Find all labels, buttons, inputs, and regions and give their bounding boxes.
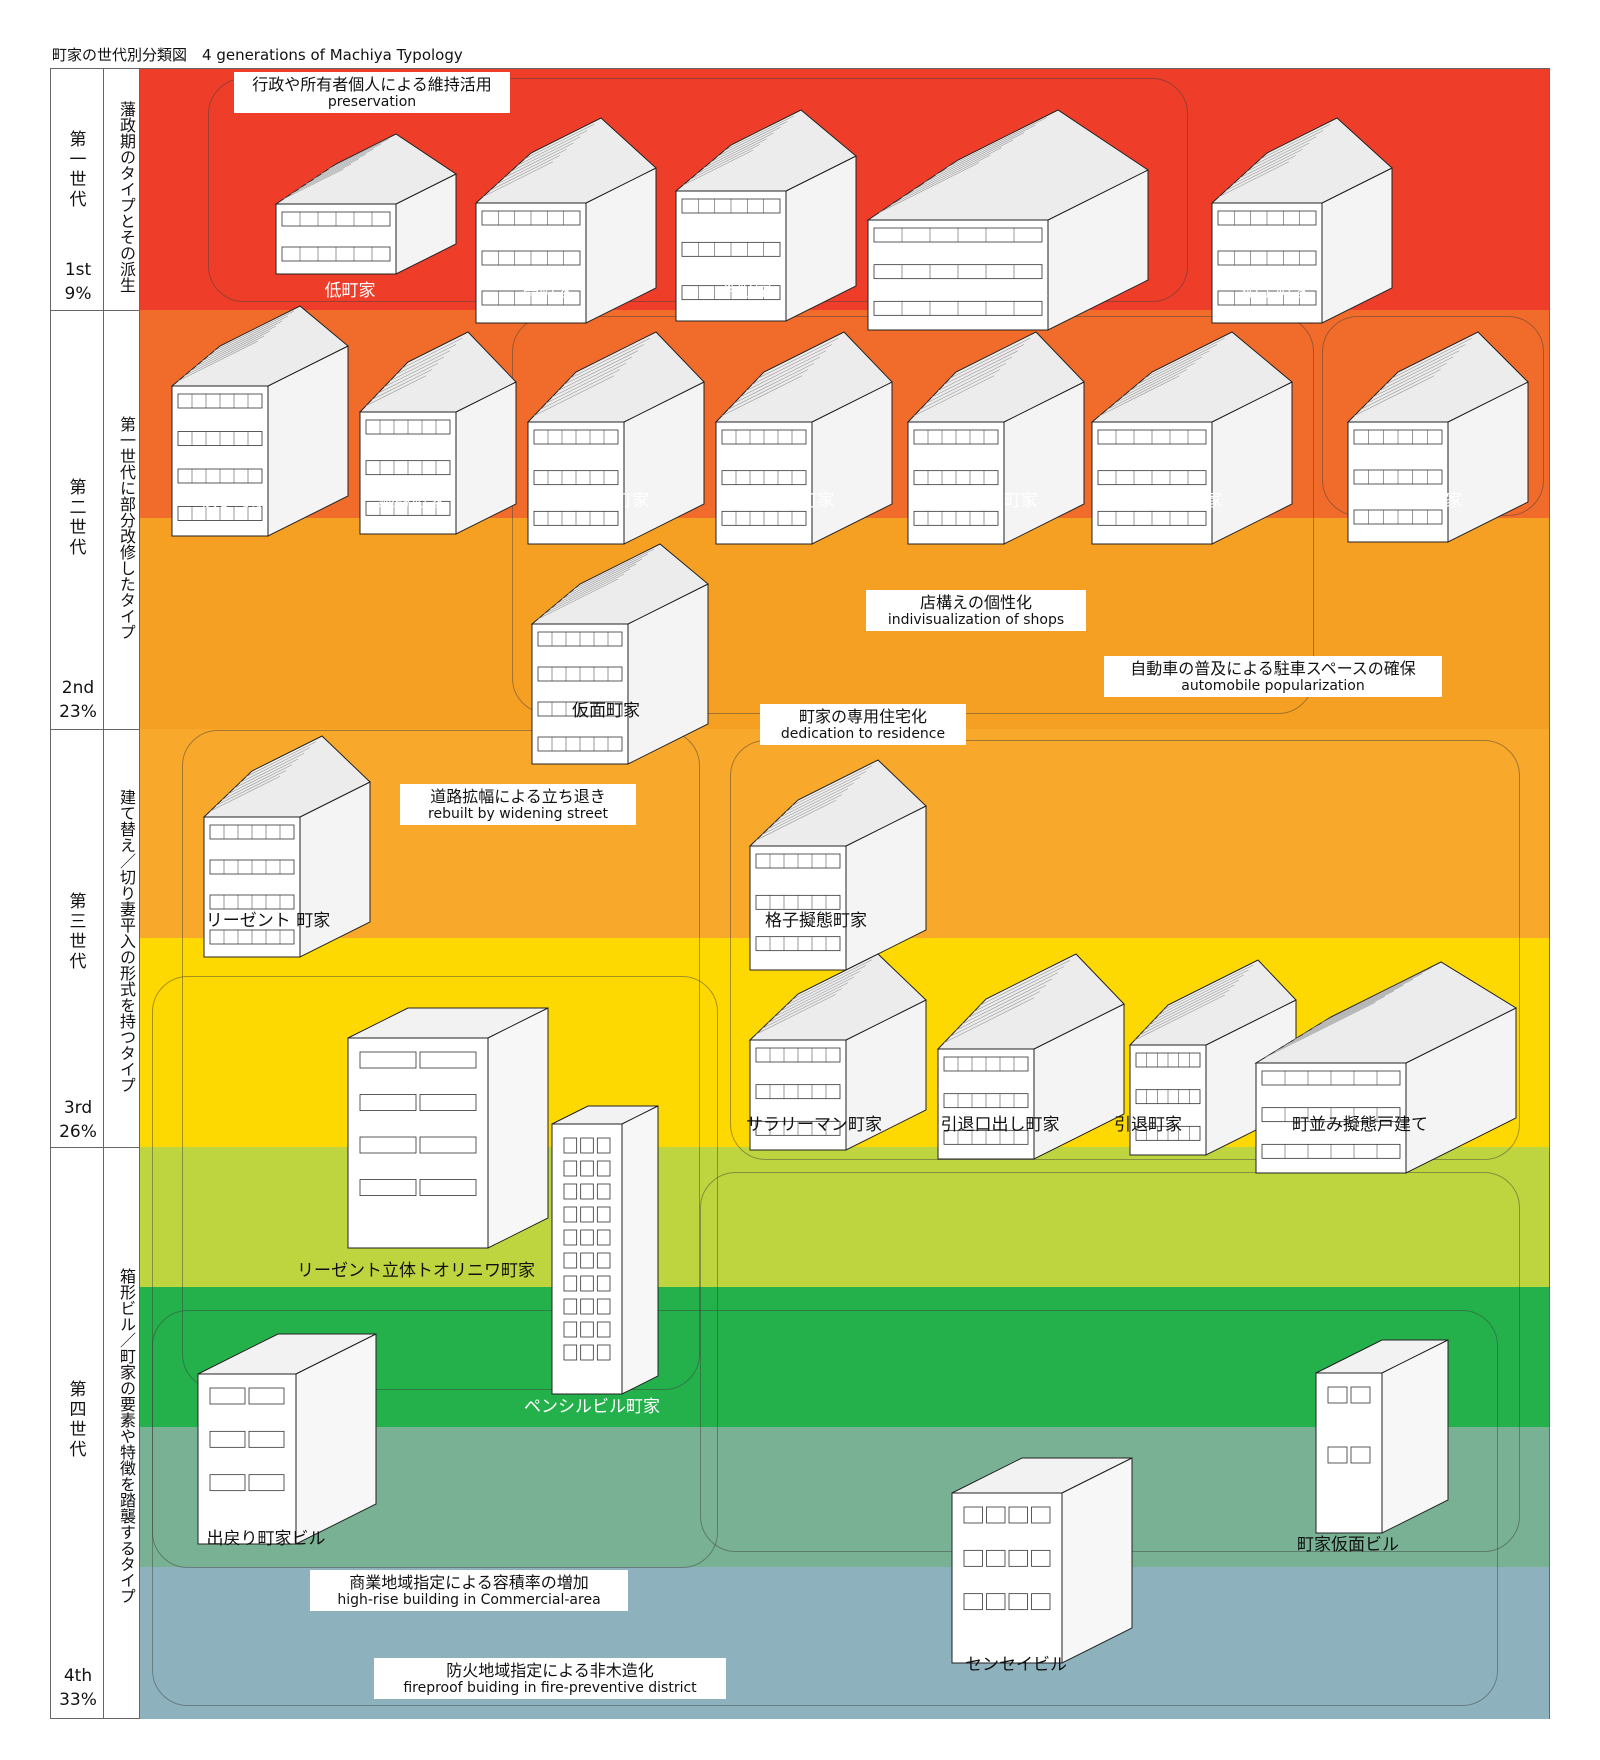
- tag-jp: 自動車の普及による駐車スペースの確保: [1130, 659, 1416, 678]
- tag-automobile: 自動車の普及による駐車スペースの確保 automobile populariza…: [1104, 656, 1442, 697]
- regent-3d-toriniwa-drawing: [347, 1007, 549, 1249]
- label-retired-machiya: 引退町家: [1114, 1115, 1182, 1135]
- label-tea-machiya: 茶町家: [720, 281, 772, 301]
- label-retired-outlet-machiya: 引退口出し町家: [940, 1115, 1060, 1135]
- painted-frame-machiya-drawing: [866, 109, 1149, 331]
- label-alley-machiya: 横丁町家: [200, 491, 268, 511]
- label-salaryman-machiya: サラリーマン町家: [746, 1115, 882, 1135]
- tag-jp: 商業地域指定による容積率の増加: [349, 1573, 589, 1592]
- tea-machiya-drawing: [674, 109, 857, 322]
- retired-machiya-drawing: [1128, 959, 1297, 1156]
- gen-divider: [50, 310, 139, 311]
- tag-jp: 行政や所有者個人による維持活用: [252, 75, 492, 94]
- label-regent-3d-toriniwa-machiya: リーゼント立体トオリニワ町家: [297, 1261, 535, 1281]
- sensei-building-drawing: [951, 1457, 1133, 1664]
- tag-en: preservation: [327, 94, 417, 110]
- label-machiya-mask-building: 町家仮面ビル: [1297, 1535, 1399, 1555]
- column-divider-1: [103, 68, 104, 1719]
- tag-en: indivisualization of shops: [887, 612, 1065, 628]
- tag-preservation: 行政や所有者個人による維持活用 preservation: [234, 72, 510, 113]
- group-commercial: [152, 976, 718, 1568]
- machiya-mask-building-drawing: [1315, 1339, 1449, 1534]
- label-silver-rim-machiya: 銀縁町家: [378, 491, 446, 511]
- pencil-building-drawing: [551, 1105, 659, 1395]
- tag-en: rebuilt by widening street: [428, 806, 608, 822]
- tag-jp: 町家の専用住宅化: [798, 707, 927, 726]
- column-divider-2: [139, 68, 140, 1719]
- tag-jp: 店構えの個性化: [919, 593, 1032, 612]
- tall-machiya-drawing: [474, 117, 657, 324]
- regent-machiya-drawing: [202, 735, 371, 958]
- gen2-pct-value: 23%: [59, 702, 97, 722]
- tag-en: fireproof buiding in fire-preventive dis…: [403, 1680, 697, 1696]
- tag-individualization: 店構えの個性化 indivisualization of shops: [866, 590, 1086, 631]
- label-sensei-building: センセイビル: [965, 1655, 1067, 1675]
- silver-rim-machiya-drawing: [358, 331, 517, 535]
- mask-face-machiya-drawing: [530, 543, 709, 765]
- tag-commercial: 商業地域指定による容積率の増加 high-rise building in Co…: [310, 1570, 628, 1611]
- alley-machiya-drawing: [170, 305, 349, 537]
- label-mask-machiya: くちマスク町家: [918, 491, 1038, 511]
- tag-jp: 道路拡幅による立ち退き: [430, 787, 606, 806]
- tag-en: dedication to residence: [780, 726, 946, 742]
- retired-outlet-machiya-drawing: [936, 953, 1125, 1160]
- label-mask-face-machiya: 仮面町家: [572, 701, 640, 721]
- tag-jp: 防火地域指定による非木造化: [446, 1661, 654, 1680]
- salaryman-machiya-drawing: [748, 953, 927, 1151]
- gen1-pct-label: 1st: [64, 260, 92, 280]
- gen4-pct-value: 33%: [59, 1690, 97, 1710]
- gen3-subtitle: 建て替え／切り妻平入の形式を持つタイプ: [117, 789, 136, 1093]
- page-title: 町家の世代別分類図 4 generations of Machiya Typol…: [52, 46, 463, 64]
- label-townscape-mimic-house: 町並み擬態戸建て: [1292, 1115, 1428, 1135]
- lattice-mimic-machiya-drawing: [748, 759, 927, 971]
- gen4-pct-label: 4th: [63, 1666, 93, 1686]
- gen3-number: 第 三 世 代: [69, 892, 87, 972]
- townscape-mimic-house-drawing: [1254, 961, 1518, 1174]
- gen3-pct-label: 3rd: [63, 1098, 93, 1118]
- gen1-subtitle: 藩政期のタイプとその派生: [117, 101, 136, 293]
- label-tall-machiya: 高町家: [522, 281, 574, 301]
- gen2-subtitle: 第一世代に部分改修したタイプ: [117, 416, 136, 640]
- gen-divider: [50, 729, 139, 730]
- gen1-pct-value: 9%: [64, 284, 92, 304]
- tag-street-widening: 道路拡幅による立ち退き rebuilt by widening street: [400, 784, 636, 825]
- glass-machiya-drawing: [1210, 117, 1393, 324]
- gen4-number: 第 四 世 代: [69, 1380, 87, 1460]
- mustache-machiya-drawing: [526, 331, 705, 545]
- sky-machiya-drawing: [1346, 331, 1529, 543]
- label-lattice-mimic-machiya: 格子擬態町家: [765, 911, 867, 931]
- subdivided-machiya-drawing: [1090, 331, 1293, 545]
- label-subdivided-machiya: 細分割町家: [1137, 491, 1223, 511]
- low-machiya-drawing: [274, 133, 457, 275]
- group-residence: [730, 740, 1520, 1160]
- label-returning-machiya-building: 出戻り町家ビル: [206, 1529, 326, 1549]
- tag-en: automobile popularization: [1181, 678, 1365, 694]
- label-painted-frame-machiya: 塗り枠町家: [963, 281, 1049, 301]
- label-pencil-building-machiya: ペンシルビル町家: [524, 1397, 660, 1417]
- gen3-pct-value: 26%: [59, 1122, 97, 1142]
- label-mustache-machiya: つけヒゲ町家: [547, 491, 649, 511]
- tag-fireproof: 防火地域指定による非木造化 fireproof buiding in fire-…: [374, 1658, 726, 1699]
- gen4-subtitle: 箱形ビル／町家の要素や特徴を踏襲するタイプ: [117, 1268, 136, 1604]
- gen1-number: 第 一 世 代: [69, 130, 87, 210]
- label-blind-machiya: 目隠し町家: [749, 491, 835, 511]
- mask-machiya-drawing: [906, 331, 1085, 545]
- gen2-pct-label: 2nd: [61, 678, 95, 698]
- tag-residence: 町家の専用住宅化 dedication to residence: [760, 704, 966, 745]
- blind-machiya-drawing: [714, 331, 893, 545]
- label-regent-machiya: リーゼント 町家: [205, 911, 331, 931]
- label-low-machiya: 低町家: [324, 281, 376, 301]
- label-sky-machiya: スカイ町家: [1377, 491, 1463, 511]
- tag-en: high-rise building in Commercial-area: [337, 1592, 601, 1608]
- gen2-number: 第 二 世 代: [69, 478, 87, 558]
- returning-machiya-building-drawing: [197, 1333, 377, 1545]
- group-street-widening: [182, 730, 700, 1390]
- group-fireproof: [152, 1310, 1498, 1706]
- label-glass-machiya: 硝子町家: [1242, 281, 1310, 301]
- gen-divider: [50, 1147, 139, 1148]
